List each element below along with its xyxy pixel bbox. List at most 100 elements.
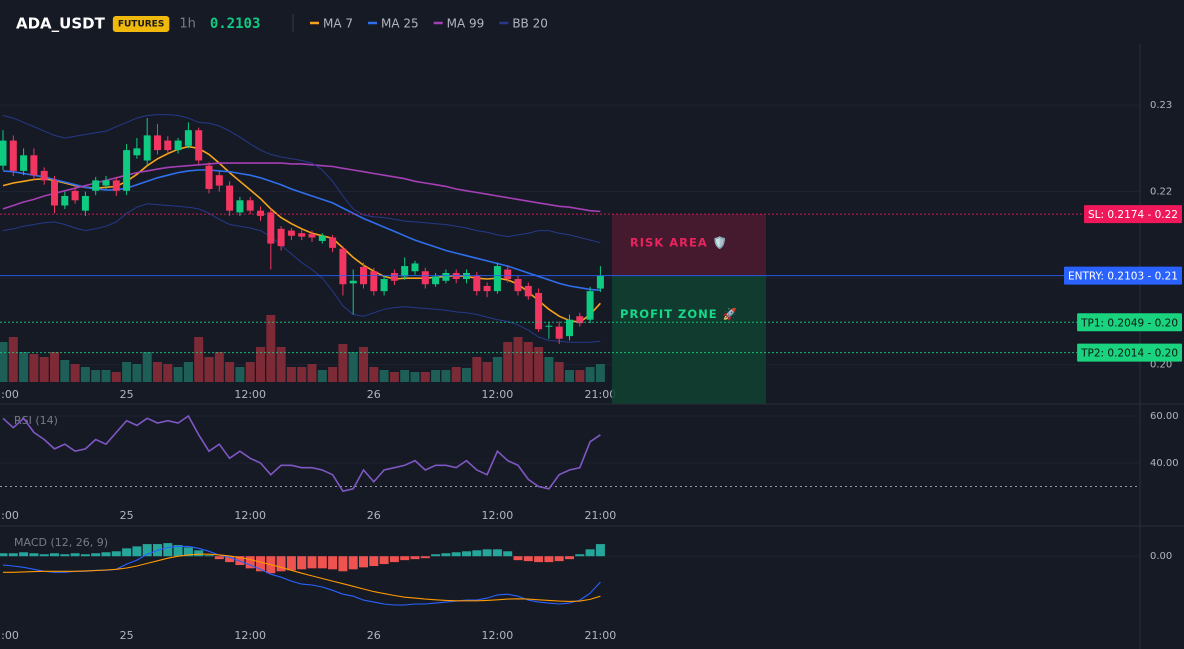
volume-bar <box>91 370 101 382</box>
candle-body <box>184 130 192 146</box>
histogram-bar <box>91 553 101 557</box>
candle-body <box>133 148 141 156</box>
histogram-bar <box>70 553 80 557</box>
signal-line <box>3 553 601 602</box>
volume-bar <box>183 362 193 382</box>
histogram-bar <box>585 549 595 557</box>
histogram-bar <box>122 548 132 557</box>
volume-bar <box>39 357 49 382</box>
volume-bar <box>369 367 379 382</box>
candle-body <box>164 140 172 151</box>
x-tick-label: 26 <box>367 629 381 642</box>
histogram-bar <box>317 556 327 569</box>
histogram-bar <box>420 556 430 559</box>
volume-bar <box>153 362 162 382</box>
candle-body <box>493 266 501 292</box>
candle-body <box>236 200 244 213</box>
histogram-bar <box>307 556 317 569</box>
pane-title: MACD (12, 26, 9) <box>14 536 108 549</box>
volume-bar <box>431 370 441 382</box>
candle-body <box>267 212 275 244</box>
y-tick-label: 0.20 <box>1150 360 1172 371</box>
histogram-bar <box>163 543 173 557</box>
candle-body <box>20 155 28 171</box>
candle-body <box>195 130 203 161</box>
volume-bar <box>534 347 544 382</box>
candle-body <box>287 230 295 236</box>
level-tag <box>1077 343 1182 362</box>
histogram-bar <box>544 556 554 563</box>
x-tick-label: 25 <box>120 629 134 642</box>
volume-bar <box>70 364 80 382</box>
zone-label: PROFIT ZONE 🚀 <box>620 307 738 321</box>
candle-body <box>566 319 573 337</box>
histogram-bar <box>214 556 224 560</box>
volume-bar <box>19 352 29 382</box>
x-tick-label: 21:00 <box>585 388 617 401</box>
histogram-bar <box>173 545 183 557</box>
histogram-bar <box>369 556 379 567</box>
histogram-bar <box>503 551 513 557</box>
histogram-bar <box>194 550 204 557</box>
volume-bar <box>80 367 90 382</box>
band-lower <box>2 203 601 343</box>
candle-body <box>51 180 58 206</box>
candle-body <box>81 195 89 211</box>
volume-bar <box>513 337 523 382</box>
candle-body <box>30 155 38 176</box>
histogram-bar <box>379 556 389 565</box>
x-tick-label: 12:00 <box>234 388 266 401</box>
volume-bar <box>410 372 420 382</box>
volume-bar <box>420 372 430 382</box>
volume-bar <box>317 370 327 382</box>
histogram-bar <box>565 556 574 560</box>
level-tag-text: ENTRY: 0.2103 - 0.21 <box>1068 271 1178 283</box>
level-tag <box>1063 266 1182 285</box>
volume-bar <box>523 342 533 382</box>
histogram-bar <box>431 554 441 557</box>
volume-bar <box>307 364 317 382</box>
candle-body <box>40 170 48 181</box>
candle-body <box>246 200 254 211</box>
histogram-bar <box>183 547 193 557</box>
legend-label: MA 99 <box>447 17 485 31</box>
candle-body <box>174 140 182 151</box>
volume-bar <box>585 367 595 382</box>
candle-body <box>215 175 223 186</box>
legend-label: MA 7 <box>323 17 353 31</box>
volume-bar <box>122 362 132 382</box>
volume-bar <box>451 367 461 382</box>
x-tick-label: 25 <box>120 509 134 522</box>
candle-body <box>390 272 398 281</box>
volume-bar <box>492 357 502 382</box>
candle-body <box>9 140 17 171</box>
histogram-bar <box>297 556 307 570</box>
histogram-bar <box>142 544 152 557</box>
histogram-bar <box>101 552 111 557</box>
volume-bar <box>544 357 554 382</box>
histogram-bar <box>111 551 121 557</box>
legend-label: BB 20 <box>512 17 548 31</box>
candle-body <box>555 326 563 339</box>
candle-body <box>339 248 347 285</box>
volume-bar <box>256 347 265 382</box>
volume-bar <box>338 344 348 382</box>
x-tick-label: 25 <box>120 388 134 401</box>
histogram-bar <box>595 544 605 557</box>
volume-bar <box>565 370 574 382</box>
volume-bar <box>389 372 399 382</box>
y-tick-label: 0.23 <box>1150 100 1172 111</box>
candle-body <box>298 233 306 237</box>
histogram-bar <box>60 554 70 557</box>
volume-bar <box>379 370 389 382</box>
candle-body <box>545 325 553 327</box>
volume-bar <box>482 362 492 382</box>
x-tick-label: 12:00 <box>482 388 514 401</box>
volume-bar <box>266 315 276 382</box>
candle-body <box>504 269 512 280</box>
candle-body <box>143 135 151 161</box>
histogram-bar <box>554 556 564 562</box>
histogram-bar <box>575 554 585 557</box>
volume-bar <box>204 357 214 382</box>
